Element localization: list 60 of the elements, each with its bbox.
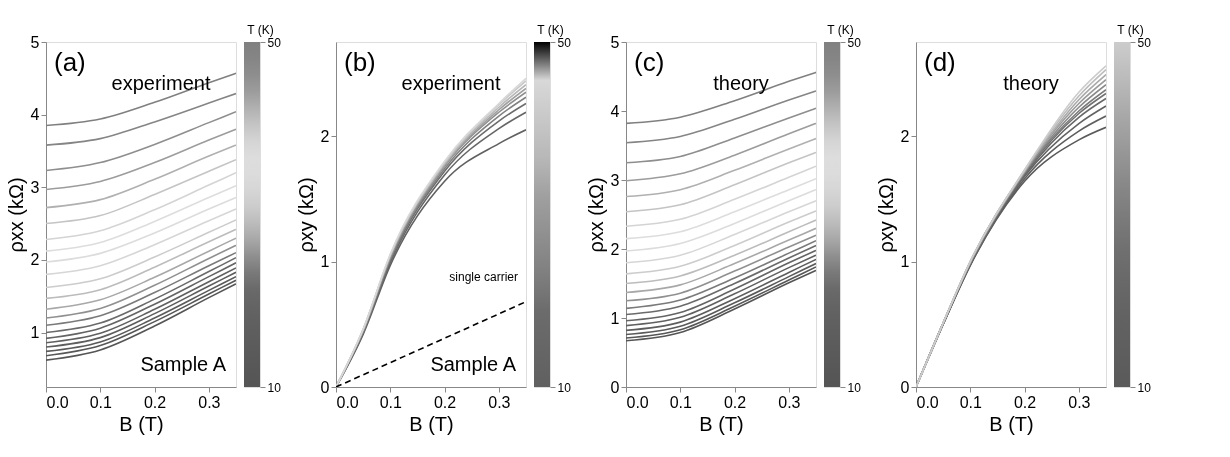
color-bar-title: T (K) bbox=[1117, 22, 1144, 37]
x-tick-label: 0.2 bbox=[1013, 393, 1037, 411]
y-axis-title: ρxx (kΩ) bbox=[584, 177, 607, 253]
annotation: Sample A bbox=[430, 353, 517, 375]
x-tick-label: 0.0 bbox=[46, 393, 69, 411]
annotation: (b) bbox=[344, 47, 376, 77]
y-tick-label: 0 bbox=[610, 378, 620, 396]
y-axis-title: ρxy (kΩ) bbox=[294, 177, 317, 253]
x-tick-label: 0.1 bbox=[959, 393, 982, 411]
y-tick-label: 0 bbox=[900, 378, 910, 396]
y-tick-label: 3 bbox=[30, 178, 40, 196]
annotation: (a) bbox=[54, 47, 86, 77]
annotation: (c) bbox=[634, 47, 665, 77]
y-tick-label: 2 bbox=[30, 251, 40, 269]
y-tick-label: 2 bbox=[610, 240, 620, 258]
series-label: single carrier bbox=[449, 269, 518, 284]
y-tick-label: 1 bbox=[30, 324, 40, 342]
color-bar-label: 10 bbox=[557, 380, 572, 395]
y-tick-label: 5 bbox=[30, 33, 40, 51]
x-tick-label: 0.3 bbox=[488, 393, 511, 411]
color-bar-label: 10 bbox=[267, 380, 282, 395]
x-tick-label: 0.1 bbox=[89, 393, 112, 411]
color-bar-label: 10 bbox=[1137, 380, 1152, 395]
color-bar-title: T (K) bbox=[247, 22, 274, 37]
y-tick-label: 4 bbox=[610, 102, 620, 120]
color-bar-title: T (K) bbox=[827, 22, 854, 37]
x-axis-title: B (T) bbox=[119, 412, 164, 435]
y-tick-label: 1 bbox=[320, 253, 330, 271]
x-tick-label: 0.3 bbox=[1068, 393, 1091, 411]
x-tick-label: 0.3 bbox=[778, 393, 801, 411]
annotation: experiment bbox=[401, 72, 501, 94]
x-tick-label: 0.1 bbox=[669, 393, 692, 411]
color-bar-title: T (K) bbox=[537, 22, 564, 37]
x-axis-title: B (T) bbox=[699, 412, 744, 435]
y-tick-label: 1 bbox=[900, 253, 910, 271]
y-axis-title: ρxx (kΩ) bbox=[4, 177, 27, 253]
x-tick-label: 0.2 bbox=[143, 393, 167, 411]
y-tick-label: 2 bbox=[900, 127, 910, 145]
x-tick-label: 0.0 bbox=[626, 393, 649, 411]
x-tick-label: 0.3 bbox=[198, 393, 221, 411]
x-tick-label: 0.0 bbox=[916, 393, 939, 411]
annotation: experiment bbox=[111, 72, 211, 94]
y-tick-label: 5 bbox=[610, 33, 620, 51]
x-axis-title: B (T) bbox=[989, 412, 1034, 435]
y-tick-label: 3 bbox=[610, 171, 620, 189]
y-tick-label: 4 bbox=[30, 106, 40, 124]
x-axis-title: B (T) bbox=[409, 412, 454, 435]
annotation: (d) bbox=[924, 47, 956, 77]
y-axis-title: ρxy (kΩ) bbox=[874, 177, 897, 253]
y-tick-label: 2 bbox=[320, 127, 330, 145]
x-tick-label: 0.1 bbox=[379, 393, 402, 411]
y-tick-label: 0 bbox=[320, 378, 330, 396]
annotation: Sample A bbox=[140, 353, 227, 375]
annotation: theory bbox=[1003, 72, 1059, 94]
x-tick-label: 0.2 bbox=[433, 393, 457, 411]
x-tick-label: 0.2 bbox=[723, 393, 747, 411]
y-tick-label: 1 bbox=[610, 309, 620, 327]
annotation: theory bbox=[713, 72, 769, 94]
x-tick-label: 0.0 bbox=[336, 393, 359, 411]
color-bar-label: 10 bbox=[847, 380, 862, 395]
